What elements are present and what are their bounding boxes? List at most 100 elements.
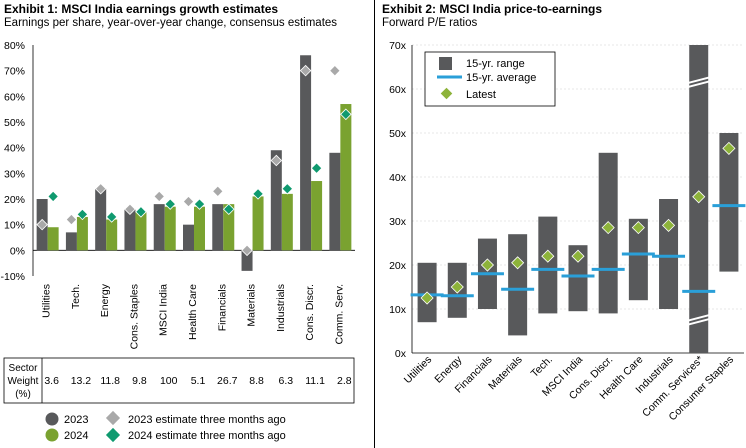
bar-2024 (311, 181, 323, 251)
legend-2024-estimate-marker (105, 427, 121, 443)
pe-latest-marker (661, 218, 676, 232)
pe-latest-marker (511, 256, 525, 270)
pe-latest-marker (480, 258, 495, 272)
weight-table-border (3, 357, 355, 404)
y-tick-label: 10% (4, 220, 25, 232)
legend-2023-estimate-label: 2023 estimate three months ago (128, 414, 286, 426)
estimate-2023-marker (182, 195, 195, 208)
bar-2023 (95, 188, 107, 251)
bar-2024 (281, 193, 293, 251)
left-legend: 2023 2024 2023 estimate three months ago… (45, 410, 286, 443)
pe-latest-marker (722, 141, 736, 155)
category-label: Comm. Serv. (333, 284, 345, 344)
sector-weight-value: 2.8 (337, 375, 352, 387)
estimate-2024-marker (193, 198, 206, 210)
bar-2024 (47, 227, 59, 251)
sector-weight-value: 26.7 (217, 375, 238, 387)
pe-range-bar (538, 216, 558, 314)
pe-latest-marker (541, 249, 555, 263)
sector-weight-value: 5.1 (191, 375, 206, 387)
bar-2024 (340, 104, 352, 251)
bar-2023 (241, 250, 253, 271)
estimate-2023-marker (270, 154, 283, 167)
legend-latest-marker (439, 86, 454, 101)
legend-average-label: 15-yr. average (466, 72, 536, 84)
bar-2023 (300, 55, 312, 251)
category-label: Health Care (187, 284, 199, 340)
estimate-2024-marker (135, 206, 147, 218)
category-label: Energy (99, 283, 111, 317)
estimate-2023-marker (124, 203, 136, 216)
bar-2023 (270, 150, 282, 251)
y-tick-label: 20% (4, 194, 25, 206)
y-tick-label: 70% (4, 66, 25, 78)
axis-break-mark (686, 313, 711, 322)
y-tick-label: 70x (389, 40, 407, 52)
legend-2024-marker (45, 428, 59, 442)
sector-weight-value: 100 (160, 375, 178, 387)
estimate-2023-marker (36, 218, 48, 231)
y-tick-label: 20x (389, 260, 407, 272)
estimate-2023-marker (94, 182, 107, 195)
legend-range-marker (439, 57, 452, 70)
pe-range-bar (508, 234, 528, 336)
axis-break-mark (686, 76, 711, 85)
right-chart-title: Exhibit 2: MSCI India price-to-earnings (382, 2, 603, 16)
y-tick-label: 80% (4, 40, 25, 52)
bar-2024 (135, 211, 147, 251)
estimate-2024-marker (340, 108, 352, 121)
sector-weight-value: 9.8 (132, 375, 147, 387)
pe-range-bar (568, 245, 588, 312)
bar-2023 (124, 209, 136, 251)
bar-2024 (106, 219, 118, 251)
left-chart-subtitle: Earnings per share, year-over-year chang… (4, 17, 338, 29)
bar-2023 (212, 204, 224, 251)
bar-2024 (76, 216, 88, 251)
estimate-2023-marker (329, 64, 341, 77)
category-label: Tech. (70, 284, 82, 309)
y-tick-label: 60x (389, 84, 407, 96)
estimate-2023-marker (153, 190, 165, 203)
bar-2023 (65, 232, 77, 251)
estimate-2024-marker (252, 188, 264, 200)
earnings-growth-chart: -10% 0% 10% 20% 30% 40% 50% 60% 70% 80% Utilities T… (0, 40, 355, 349)
bar-2023 (329, 152, 341, 251)
y-tick-label: 40x (389, 172, 407, 184)
axis-break-mark (686, 317, 711, 326)
estimate-2024-marker (105, 211, 118, 223)
y-tick-label: 0% (10, 245, 25, 257)
y-tick-label: 30x (389, 216, 407, 228)
pe-latest-marker (692, 190, 706, 204)
legend-latest-label: Latest (466, 89, 496, 101)
category-label: Cons. Discr. (304, 284, 316, 341)
category-label: Industrials (275, 284, 287, 332)
legend-2024-label: 2024 (64, 430, 88, 442)
panel-divider (374, 0, 375, 448)
pe-latest-marker (450, 280, 464, 294)
category-label: MSCI India (158, 284, 170, 336)
estimate-2024-marker (281, 182, 294, 195)
y-tick-label: 40% (4, 143, 25, 155)
category-label: Utilities (41, 284, 53, 318)
axis-break-mark (686, 80, 711, 89)
bar-2024 (223, 204, 235, 251)
estimate-2024-marker (164, 198, 176, 210)
y-tick-label: -10% (0, 271, 25, 283)
estimate-2023-marker (299, 64, 312, 77)
estimate-2024-marker (310, 162, 323, 174)
pe-latest-marker (420, 291, 434, 305)
sector-weight-value: 3.6 (44, 375, 59, 387)
bar-2024 (164, 206, 176, 251)
y-tick-label: 0x (395, 348, 407, 360)
y-tick-label: 10x (389, 304, 407, 316)
sector-weight-value: 11.8 (100, 375, 120, 387)
legend-2023-marker (45, 412, 59, 426)
weight-header-line-3: (%) (15, 389, 31, 400)
estimate-2023-marker (212, 185, 224, 198)
sector-weight-value: 13.2 (71, 375, 92, 387)
pe-latest-marker (631, 221, 645, 235)
right-chart-subtitle: Forward P/E ratios (382, 17, 478, 29)
estimate-2024-marker (76, 208, 89, 221)
legend-range-label: 15-yr. range (466, 58, 525, 70)
